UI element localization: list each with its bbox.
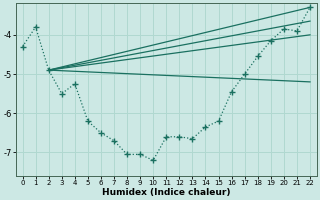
X-axis label: Humidex (Indice chaleur): Humidex (Indice chaleur) bbox=[102, 188, 230, 197]
